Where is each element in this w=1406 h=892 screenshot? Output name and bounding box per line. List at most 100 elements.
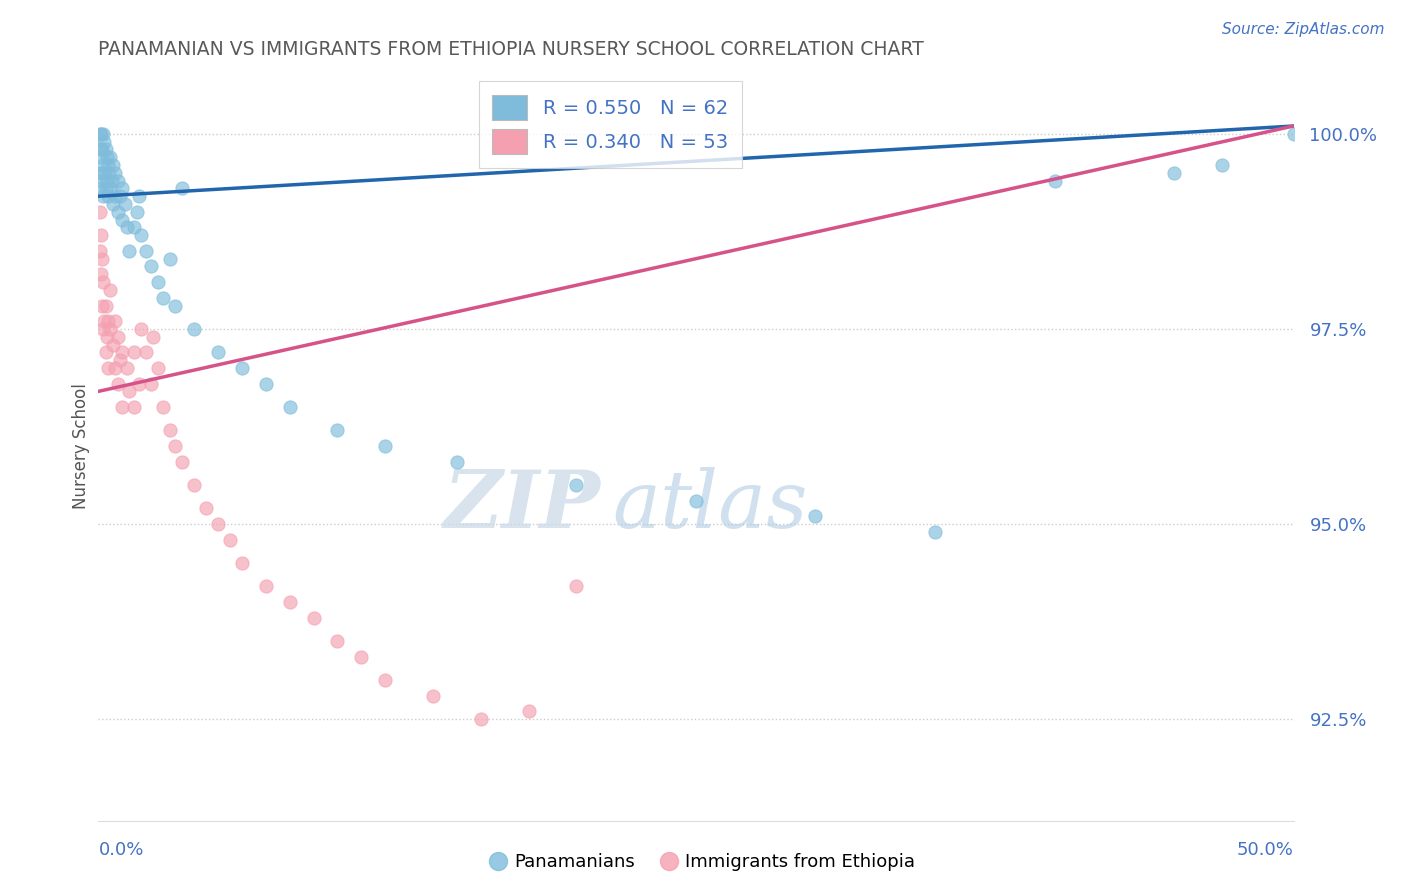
Point xyxy=(90,150,112,164)
Point xyxy=(101,158,124,172)
Point xyxy=(148,360,170,375)
Point xyxy=(118,384,141,399)
Point xyxy=(565,579,588,593)
Point xyxy=(142,329,165,343)
Point xyxy=(108,189,131,203)
Point xyxy=(104,189,127,203)
Point xyxy=(804,509,827,524)
Point xyxy=(107,376,129,391)
Point xyxy=(163,299,186,313)
Point xyxy=(148,275,170,289)
Point xyxy=(326,634,349,648)
Point xyxy=(90,181,112,195)
Point xyxy=(89,204,111,219)
Point xyxy=(115,220,138,235)
Point xyxy=(1043,173,1066,187)
Point xyxy=(104,360,127,375)
Point xyxy=(101,337,124,351)
Point xyxy=(107,204,129,219)
Point xyxy=(350,649,373,664)
Point xyxy=(111,400,134,414)
Point xyxy=(254,376,277,391)
Point xyxy=(118,244,141,258)
Legend: Panamanians, Immigrants from Ethiopia: Panamanians, Immigrants from Ethiopia xyxy=(484,847,922,879)
Point xyxy=(89,127,111,141)
Point xyxy=(98,150,122,164)
Point xyxy=(1211,158,1233,172)
Point xyxy=(111,181,134,195)
Point xyxy=(128,376,150,391)
Point xyxy=(89,244,111,258)
Point xyxy=(98,283,122,297)
Point xyxy=(374,673,396,688)
Point xyxy=(565,478,588,492)
Point xyxy=(100,173,122,187)
Point xyxy=(111,212,134,227)
Text: PANAMANIAN VS IMMIGRANTS FROM ETHIOPIA NURSERY SCHOOL CORRELATION CHART: PANAMANIAN VS IMMIGRANTS FROM ETHIOPIA N… xyxy=(98,39,924,59)
Point xyxy=(924,524,946,539)
Point xyxy=(115,360,138,375)
Point xyxy=(1282,127,1305,141)
Point xyxy=(128,189,150,203)
Point xyxy=(131,228,153,243)
Point xyxy=(91,322,114,336)
Point xyxy=(96,173,118,187)
Point xyxy=(104,166,127,180)
Point xyxy=(135,345,157,359)
Point xyxy=(91,158,114,172)
Point xyxy=(446,455,468,469)
Point xyxy=(278,595,301,609)
Point xyxy=(91,142,114,156)
Point xyxy=(97,314,120,328)
Point xyxy=(94,345,117,359)
Point xyxy=(96,329,118,343)
Point xyxy=(91,299,114,313)
Legend: R = 0.550   N = 62, R = 0.340   N = 53: R = 0.550 N = 62, R = 0.340 N = 53 xyxy=(478,81,741,168)
Point xyxy=(91,127,114,141)
Point xyxy=(207,345,229,359)
Point xyxy=(517,705,540,719)
Point xyxy=(94,299,117,313)
Point xyxy=(93,166,115,180)
Text: 0.0%: 0.0% xyxy=(98,841,143,859)
Point xyxy=(159,423,181,437)
Point xyxy=(125,204,148,219)
Point xyxy=(104,314,127,328)
Point xyxy=(124,400,146,414)
Point xyxy=(183,478,205,492)
Point xyxy=(96,150,118,164)
Point xyxy=(139,260,162,274)
Point xyxy=(131,322,153,336)
Point xyxy=(98,166,121,180)
Point xyxy=(97,360,120,375)
Point xyxy=(163,439,186,453)
Point xyxy=(219,533,242,547)
Point xyxy=(207,517,229,532)
Point xyxy=(124,220,146,235)
Point xyxy=(101,197,124,211)
Point xyxy=(278,400,301,414)
Point xyxy=(135,244,157,258)
Point xyxy=(231,556,253,570)
Y-axis label: Nursery School: Nursery School xyxy=(72,383,90,509)
Point xyxy=(139,376,162,391)
Point xyxy=(374,439,396,453)
Point xyxy=(89,166,111,180)
Point xyxy=(98,181,122,195)
Point xyxy=(108,353,131,368)
Point xyxy=(172,455,194,469)
Point xyxy=(94,181,117,195)
Point xyxy=(98,322,122,336)
Point xyxy=(97,189,120,203)
Point xyxy=(685,493,707,508)
Point xyxy=(94,142,117,156)
Point xyxy=(90,228,112,243)
Point xyxy=(90,127,112,141)
Point xyxy=(107,173,129,187)
Point xyxy=(91,275,114,289)
Point xyxy=(1163,166,1185,180)
Point xyxy=(90,268,112,282)
Point xyxy=(152,400,174,414)
Text: ZIP: ZIP xyxy=(443,467,600,545)
Point xyxy=(183,322,205,336)
